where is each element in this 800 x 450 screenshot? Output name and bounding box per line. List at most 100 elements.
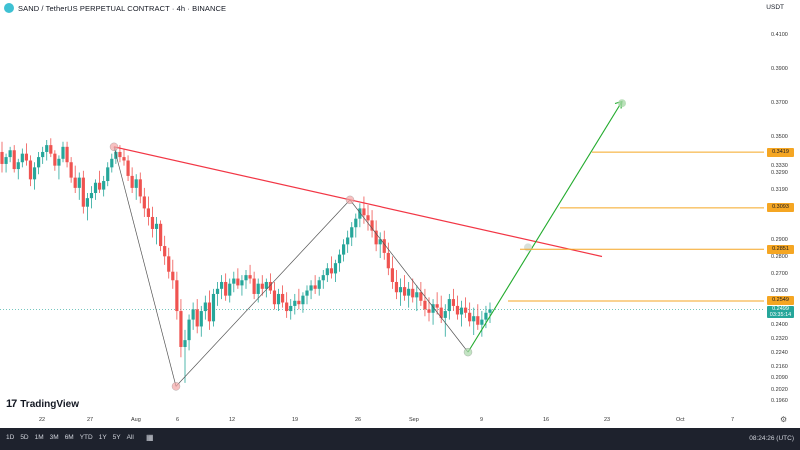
range-button-5d[interactable]: 5D (20, 434, 29, 441)
resistance-trendline (113, 146, 603, 258)
candle-body (415, 292, 419, 298)
range-button-5y[interactable]: 5Y (112, 434, 121, 441)
tradingview-brand: 17 TradingView (6, 398, 79, 410)
candle-body (49, 145, 53, 154)
price-tick-label: 0.2600 (771, 288, 788, 295)
candle-body (358, 208, 362, 219)
candle-body (329, 268, 333, 274)
candle-body (484, 312, 488, 320)
candle-body (45, 145, 49, 152)
candle-body (443, 311, 447, 318)
candle-body (362, 208, 366, 216)
candle-body (407, 288, 411, 296)
calendar-icon[interactable]: ▦ (146, 433, 154, 442)
price-tick-label: 0.3700 (771, 100, 788, 107)
candle-body (455, 305, 460, 315)
candle-body (163, 246, 167, 257)
candle-body (382, 239, 386, 253)
candle-body (256, 283, 260, 294)
utc-clock[interactable]: 08:24:26 (UTC) (749, 435, 794, 442)
candle-body (187, 319, 191, 341)
price-tick-label: 0.2700 (771, 271, 788, 278)
pivot-marker (171, 382, 181, 391)
candle-body (342, 244, 346, 255)
pattern-line (113, 146, 177, 387)
candle-body (0, 151, 4, 164)
price-tick-label: 0.3900 (771, 65, 788, 72)
candle-body (73, 177, 77, 188)
candle-body (203, 302, 207, 312)
candle-body (85, 198, 89, 207)
candle-body (191, 309, 195, 320)
range-button-6m[interactable]: 6M (64, 434, 74, 441)
target-level-tag: 0.2851 (767, 244, 794, 254)
candle-body (199, 311, 203, 327)
candle-body (195, 309, 199, 327)
candle-body (394, 281, 399, 293)
candle-body (468, 312, 472, 322)
date-tick-label: Oct (676, 417, 685, 423)
candle-body (28, 160, 33, 180)
candle-body (321, 275, 325, 281)
candle-body (305, 290, 309, 296)
gear-icon[interactable]: ⚙ (780, 415, 788, 424)
candle-body (138, 179, 142, 197)
target-level-tag: 0.2549 (767, 296, 794, 306)
date-tick-label: 23 (604, 417, 611, 423)
range-button-1y[interactable]: 1Y (98, 434, 107, 441)
candle-body (126, 160, 130, 176)
price-tick-label: 0.3290 (771, 170, 788, 177)
candle-body (325, 268, 329, 276)
candle-body (403, 287, 407, 296)
candle-body (8, 150, 12, 158)
candle-body (179, 311, 183, 347)
candle-body (220, 281, 224, 289)
candle-body (337, 254, 342, 264)
candle-body (451, 299, 455, 306)
pivot-marker (345, 195, 355, 205)
symbol-title[interactable]: SAND / TetherUS PERPETUAL CONTRACT · 4h … (18, 3, 227, 13)
range-button-1d[interactable]: 1D (6, 434, 15, 441)
candle-body (154, 223, 159, 229)
candle-body (423, 300, 427, 310)
range-button-1m[interactable]: 1M (34, 434, 44, 441)
candle-body (175, 280, 179, 312)
range-button-all[interactable]: All (126, 434, 134, 441)
candle-body (301, 295, 305, 305)
price-tick-label: 0.1960 (771, 397, 788, 404)
candle-body (102, 181, 106, 190)
price-tick-label: 0.2160 (771, 363, 788, 370)
candle-body (293, 300, 297, 306)
candle-body (244, 275, 248, 281)
candle-body (236, 278, 240, 286)
price-tick-label: 0.2240 (771, 349, 788, 356)
currency-label[interactable]: USDT (766, 4, 784, 11)
pivot-marker (109, 142, 119, 151)
candle-body (24, 153, 28, 161)
candle-body (110, 158, 114, 168)
date-tick-label: 27 (87, 417, 94, 423)
candle-body (4, 157, 8, 164)
candle-body (435, 304, 439, 308)
candle-body (431, 304, 435, 313)
candle-body (146, 208, 150, 217)
candle-body (439, 307, 443, 318)
candle-body (69, 162, 73, 178)
current-price-tag: 0.2499 03:35:14 (767, 305, 794, 318)
candle-body (150, 216, 155, 229)
target-level-tag: 0.3419 (767, 147, 794, 157)
date-tick-label: 6 (176, 417, 180, 423)
range-selector: 1D 5D 1M 3M 6M YTD 1Y 5Y All (6, 434, 134, 441)
price-chart[interactable] (0, 16, 800, 424)
candle-body (53, 153, 57, 166)
candle-body (476, 316, 480, 325)
date-tick-label: 19 (292, 417, 299, 423)
price-tick-label: 0.3500 (771, 134, 788, 141)
range-button-ytd[interactable]: YTD (79, 434, 93, 441)
target-marker (618, 99, 626, 108)
candle-body (297, 300, 301, 305)
candle-body (167, 256, 171, 272)
candle-body (264, 281, 268, 289)
candle-body (183, 340, 187, 347)
range-button-3m[interactable]: 3M (49, 434, 59, 441)
